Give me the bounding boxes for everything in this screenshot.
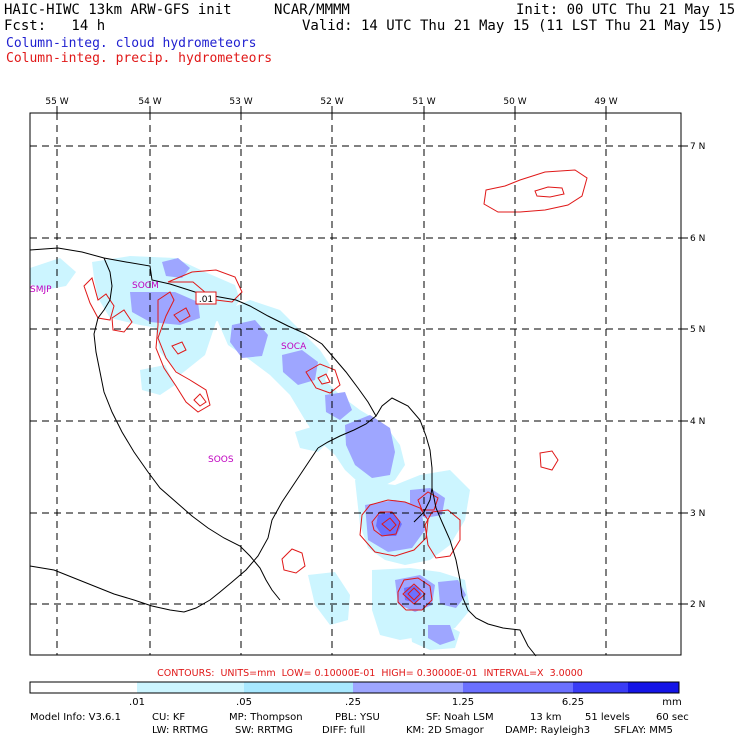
contour-label-box (195, 291, 217, 305)
station-soca: SOCA (281, 342, 307, 352)
footer-diff: DIFF: full (322, 725, 366, 736)
station-socm: SOCM (132, 281, 159, 291)
lon-label-49w: 49 W (594, 97, 617, 107)
lon-label-50w: 50 W (503, 97, 526, 107)
cloud-field-title: Column-integ. cloud hydrometeors (6, 36, 257, 51)
footer-sf: SF: Noah LSM (426, 712, 494, 723)
footer-pbl: PBL: YSU (335, 712, 380, 723)
colorbar-label-625: 6.25 (561, 697, 585, 708)
lat-label-2n: 2 N (690, 600, 705, 610)
forecast-hour: Fcst: 14 h (4, 18, 106, 34)
footer-damp: DAMP: Rayleigh3 (505, 725, 591, 736)
lon-label-51w: 51 W (412, 97, 435, 107)
footer-resolution: 13 km (530, 712, 562, 723)
contour-label: .01 (199, 295, 213, 305)
map-frame (29, 112, 682, 656)
lon-label-53w: 53 W (229, 97, 252, 107)
colorbar-units: mm (662, 697, 682, 708)
footer-mp: MP: Thompson (229, 712, 303, 723)
station-smjp: SMJP (30, 285, 52, 295)
colorbar-label-025: .25 (345, 697, 361, 708)
station-soos: SOOS (208, 455, 234, 465)
footer-timestep: 60 sec (656, 712, 689, 723)
model-title: HAIC-HIWC 13km ARW-GFS init (4, 2, 232, 18)
lon-label-52w: 52 W (320, 97, 343, 107)
lat-label-5n: 5 N (690, 325, 705, 335)
lat-label-6n: 6 N (690, 234, 705, 244)
footer-lw: LW: RRTMG (152, 725, 209, 736)
footer-sflay: SFLAY: MM5 (614, 725, 673, 736)
footer-model-info: Model Info: V3.6.1 (30, 712, 121, 723)
axis-ticks (56, 106, 688, 605)
footer-sw: SW: RRTMG (235, 725, 293, 736)
lon-label-54w: 54 W (138, 97, 161, 107)
lon-label-55w: 55 W (45, 97, 68, 107)
colorbar-label-005: .05 (236, 697, 252, 708)
lat-label-4n: 4 N (690, 417, 705, 427)
footer-cu: CU: KF (152, 712, 186, 723)
contour-info: CONTOURS: UNITS=mm LOW= 0.10000E-01 HIGH… (157, 668, 583, 679)
precip-field-title: Column-integ. precip. hydrometeors (6, 51, 273, 66)
colorbar-label-125: 1.25 (451, 697, 475, 708)
latlon-grid (30, 113, 681, 655)
cloud-shading (30, 256, 470, 650)
lat-label-3n: 3 N (690, 509, 705, 519)
valid-time: Valid: 14 UTC Thu 21 May 15 (11 LST Thu … (302, 18, 724, 34)
lat-label-7n: 7 N (690, 142, 705, 152)
init-time: Init: 00 UTC Thu 21 May 15 (516, 2, 736, 18)
org-label: NCAR/MMMM (274, 2, 350, 18)
colorbar (29, 681, 680, 694)
colorbar-label-001: .01 (129, 697, 145, 708)
footer-levels: 51 levels (585, 712, 630, 723)
footer-km: KM: 2D Smagor (406, 725, 484, 736)
coastline (29, 247, 537, 657)
